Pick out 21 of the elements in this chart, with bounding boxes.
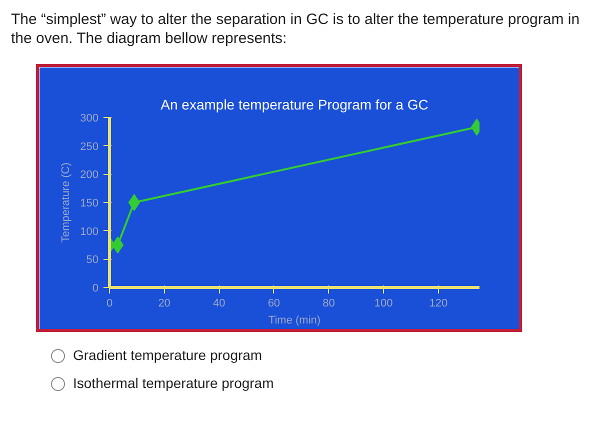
x-tick-label: 80 (322, 298, 335, 310)
y-tick-label: 250 (80, 140, 99, 153)
x-tick-label: 120 (429, 298, 448, 310)
x-tick-label: 40 (213, 298, 226, 310)
text: Isothermal temperature program (72, 374, 274, 393)
chart-title: An example temperature Program for a GC (160, 96, 428, 112)
y-tick-label: 0 (92, 282, 99, 294)
y-tick-label: 150 (80, 198, 99, 210)
x-tick-label: 100 (374, 298, 393, 310)
point (128, 194, 140, 211)
text: The “simplest” way to alter the separation in GC is to alter the temperature program in the oven. The diagram bellow represents: (11, 11, 581, 48)
x-axis-title: Time (min) (268, 314, 321, 326)
y-tick-label: 300 (80, 112, 99, 124)
x-tick-label: 60 (268, 298, 280, 310)
y-axis-title: Temperature (C) (60, 162, 72, 243)
text: Gradient temperature program (72, 346, 264, 365)
y-tick-label: 200 (80, 169, 99, 182)
x-tick-label: 0 (106, 298, 113, 310)
x-tick-label: 20 (158, 298, 170, 310)
y-tick-label: 50 (86, 254, 99, 266)
y-tick-label: 100 (80, 226, 99, 238)
